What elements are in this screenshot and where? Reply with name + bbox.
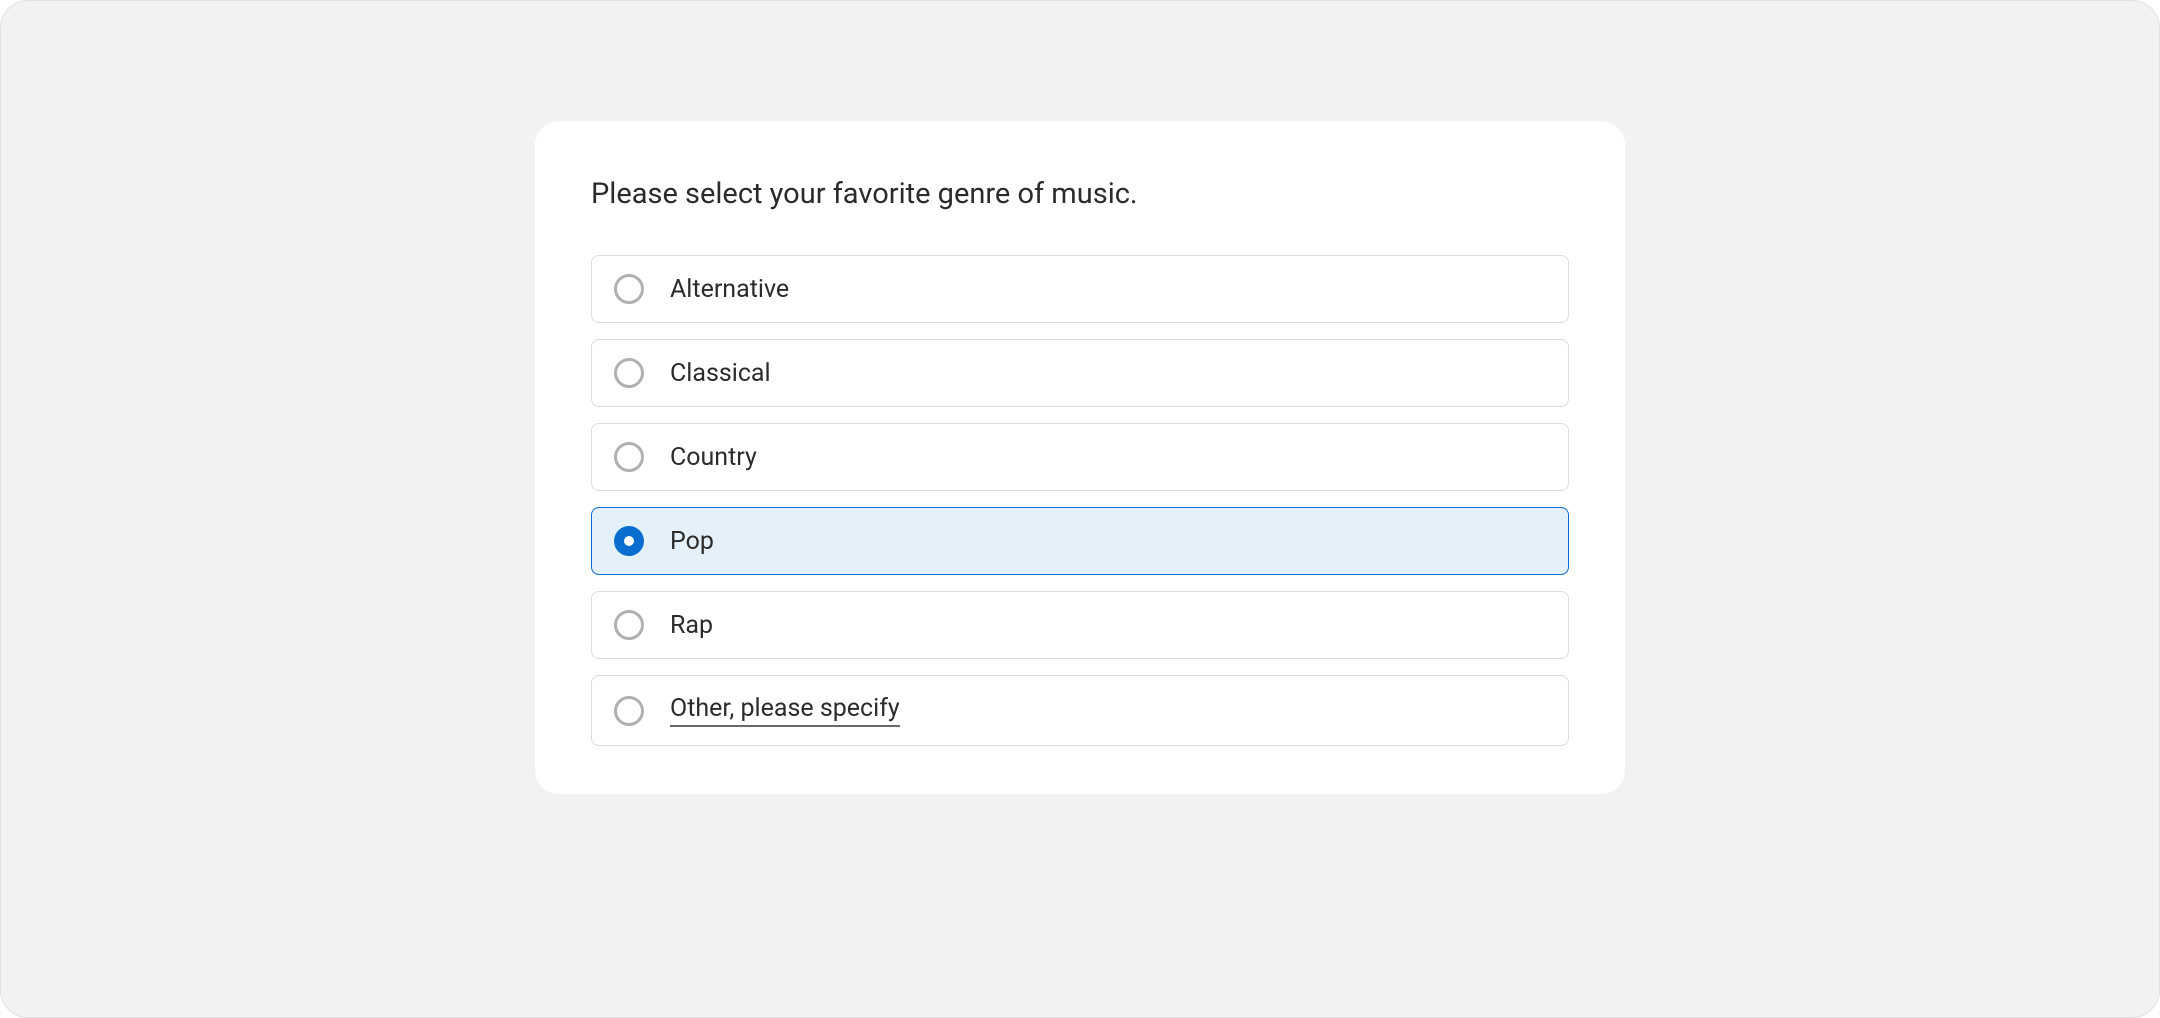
radio-icon xyxy=(614,358,644,388)
option-pop[interactable]: Pop xyxy=(591,507,1569,575)
option-label: Classical xyxy=(670,359,771,388)
question-title: Please select your favorite genre of mus… xyxy=(591,177,1569,211)
option-label-other[interactable]: Other, please specify xyxy=(670,694,900,727)
page-background: Please select your favorite genre of mus… xyxy=(0,0,2160,1018)
option-alternative[interactable]: Alternative xyxy=(591,255,1569,323)
options-list: Alternative Classical Country Pop Rap Ot xyxy=(591,255,1569,746)
radio-icon xyxy=(614,274,644,304)
option-label: Country xyxy=(670,443,757,472)
radio-icon xyxy=(614,696,644,726)
option-label: Rap xyxy=(670,611,713,640)
option-label: Pop xyxy=(670,527,714,556)
radio-icon xyxy=(614,526,644,556)
option-classical[interactable]: Classical xyxy=(591,339,1569,407)
survey-card: Please select your favorite genre of mus… xyxy=(535,121,1625,794)
radio-icon xyxy=(614,442,644,472)
option-other[interactable]: Other, please specify xyxy=(591,675,1569,746)
option-country[interactable]: Country xyxy=(591,423,1569,491)
radio-icon xyxy=(614,610,644,640)
option-rap[interactable]: Rap xyxy=(591,591,1569,659)
option-label: Alternative xyxy=(670,275,789,304)
